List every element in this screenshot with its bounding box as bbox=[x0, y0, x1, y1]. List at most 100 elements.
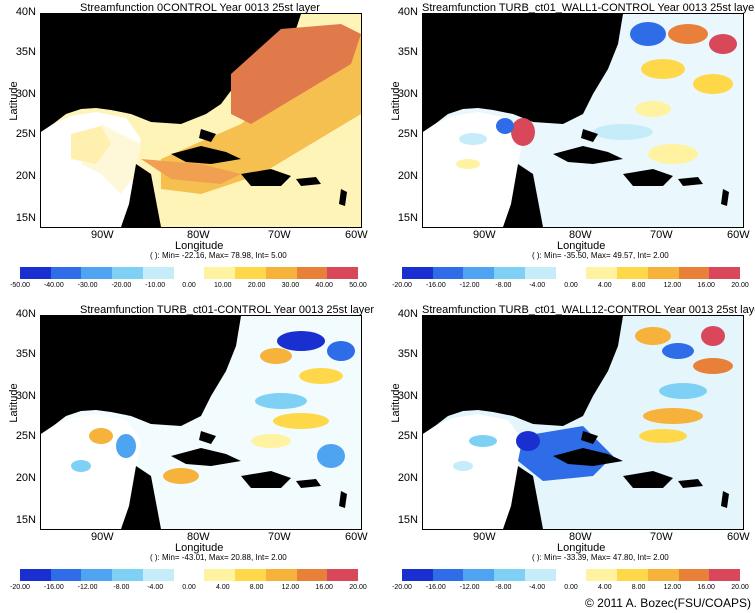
xtick-label: 70W bbox=[650, 229, 673, 241]
colorbar-swatch bbox=[265, 569, 297, 581]
ytick-label: 30N bbox=[15, 390, 36, 402]
colorbar bbox=[20, 569, 359, 581]
colorbar-swatch bbox=[235, 267, 266, 279]
ytick-label: 30N bbox=[15, 88, 36, 100]
colorbar-swatch bbox=[494, 267, 525, 279]
colorbar-label: 12.00 bbox=[663, 282, 682, 289]
colorbar-swatch bbox=[678, 267, 710, 279]
colorbar-swatch bbox=[204, 267, 236, 279]
panel-control: Streamfunction 0CONTROL Year 0013 25st l… bbox=[0, 0, 372, 300]
ytick-label: 35N bbox=[397, 348, 418, 360]
panel-title: Streamfunction TURB_ct01_WALL12-CONTROL … bbox=[422, 304, 755, 316]
xtick-label: 60W bbox=[727, 229, 750, 241]
ytick-label: 35N bbox=[15, 46, 36, 58]
colorbar-swatch bbox=[173, 267, 205, 279]
colorbar-swatch bbox=[50, 569, 82, 581]
colorbar-label: 4.00 bbox=[597, 584, 612, 591]
y-axis-title: Latitude bbox=[390, 81, 402, 121]
colorbar-swatch bbox=[524, 569, 556, 581]
colorbar-label: 0.00 bbox=[182, 584, 196, 591]
colorbar-label: 20.00 bbox=[349, 584, 367, 591]
colorbar-swatch bbox=[494, 569, 525, 581]
colorbar-swatch bbox=[142, 569, 174, 581]
ytick-label: 15N bbox=[397, 212, 418, 224]
colorbar-label: 4.00 bbox=[597, 282, 612, 289]
colorbar-label: 16.00 bbox=[697, 282, 715, 289]
xtick-label: 70W bbox=[650, 531, 673, 543]
colorbar-swatch bbox=[327, 569, 359, 581]
colorbar-label: 8.00 bbox=[249, 584, 264, 591]
colorbar-label: 30.00 bbox=[281, 282, 300, 289]
colorbar-swatch bbox=[20, 569, 51, 581]
colorbar-label: -10.00 bbox=[145, 282, 166, 289]
colorbar-swatch bbox=[586, 267, 618, 279]
colorbar-label: 20.00 bbox=[731, 584, 749, 591]
colorbar-label: -12.00 bbox=[459, 584, 480, 591]
colorbar-label: -40.00 bbox=[43, 282, 64, 289]
colorbar-swatch bbox=[296, 267, 328, 279]
colorbar-label: -4.00 bbox=[147, 584, 164, 591]
colorbar-label: -8.00 bbox=[495, 282, 512, 289]
colorbar-swatch bbox=[173, 569, 205, 581]
colorbar-label: -20.00 bbox=[392, 282, 412, 289]
panel-title: Streamfunction TURB_ct01-CONTROL Year 00… bbox=[80, 304, 375, 316]
panel-wall1: Streamfunction TURB_ct01_WALL1-CONTROL Y… bbox=[382, 0, 755, 300]
colorbar-label: -30.00 bbox=[77, 282, 98, 289]
colorbar-labels: -20.00 -16.00 -12.00 -8.00 -4.00 0.00 4.… bbox=[10, 584, 367, 594]
ytick-label: 40N bbox=[397, 308, 418, 320]
colorbar-label: -8.00 bbox=[495, 584, 512, 591]
map-plot bbox=[40, 315, 362, 530]
copyright-text: © 2011 A. Bozec(FSU/COAPS) bbox=[584, 596, 751, 610]
panel-title: Streamfunction 0CONTROL Year 0013 25st l… bbox=[80, 2, 320, 14]
colorbar-label: 40.00 bbox=[315, 282, 333, 289]
xtick-label: 90W bbox=[473, 531, 496, 543]
colorbar-swatch bbox=[555, 569, 587, 581]
colorbar-label: -4.00 bbox=[529, 282, 546, 289]
xtick-label: 90W bbox=[91, 229, 114, 241]
colorbar-label: -20.00 bbox=[10, 584, 30, 591]
colorbar-swatch bbox=[524, 267, 556, 279]
xtick-label: 80W bbox=[569, 531, 592, 543]
colorbar bbox=[20, 267, 359, 279]
colorbar-label: -16.00 bbox=[425, 282, 446, 289]
ytick-label: 25N bbox=[15, 430, 36, 442]
colorbar-swatch bbox=[463, 267, 495, 279]
ytick-label: 25N bbox=[15, 128, 36, 140]
colorbar-swatch bbox=[432, 569, 464, 581]
x-axis-title: Longitude bbox=[175, 542, 224, 554]
colorbar-label: -4.00 bbox=[529, 584, 546, 591]
colorbar-swatch bbox=[555, 267, 587, 279]
colorbar-swatch bbox=[678, 569, 710, 581]
colorbar-label: 8.00 bbox=[631, 282, 646, 289]
stats-text: ( ): Min= -43.01, Max= 20.88, Int= 2.00 bbox=[150, 553, 287, 562]
ytick-label: 20N bbox=[15, 170, 36, 182]
map-plot bbox=[422, 315, 744, 530]
colorbar-swatch bbox=[81, 267, 113, 279]
colorbar-label: 20.00 bbox=[731, 282, 749, 289]
ytick-label: 20N bbox=[15, 472, 36, 484]
colorbar-label: -50.00 bbox=[10, 282, 30, 289]
colorbar-label: 8.00 bbox=[631, 584, 646, 591]
colorbar-swatch bbox=[112, 569, 143, 581]
map-plot bbox=[40, 13, 362, 228]
map-plot bbox=[422, 13, 744, 228]
colorbar-swatch bbox=[296, 569, 328, 581]
colorbar-label: 0.00 bbox=[564, 282, 578, 289]
xtick-label: 80W bbox=[187, 531, 210, 543]
colorbar-swatch bbox=[402, 569, 433, 581]
y-axis-title: Latitude bbox=[8, 383, 20, 423]
colorbar-label: -20.00 bbox=[111, 282, 132, 289]
xtick-label: 90W bbox=[91, 531, 114, 543]
xtick-label: 90W bbox=[473, 229, 496, 241]
ytick-label: 35N bbox=[15, 348, 36, 360]
ytick-label: 30N bbox=[397, 390, 418, 402]
colorbar-swatch bbox=[402, 267, 433, 279]
colorbar-swatch bbox=[142, 267, 174, 279]
colorbar-label: 20.00 bbox=[247, 282, 266, 289]
colorbar-swatch bbox=[235, 569, 266, 581]
stats-text: ( ): Min= -35.50, Max= 49.57, Int= 2.00 bbox=[532, 251, 669, 260]
colorbar-labels: -50.00 -40.00 -30.00 -20.00 -10.00 0.00 … bbox=[10, 282, 367, 292]
colorbar-swatch bbox=[709, 267, 741, 279]
colorbar-label: -16.00 bbox=[425, 584, 446, 591]
ytick-label: 40N bbox=[15, 308, 36, 320]
